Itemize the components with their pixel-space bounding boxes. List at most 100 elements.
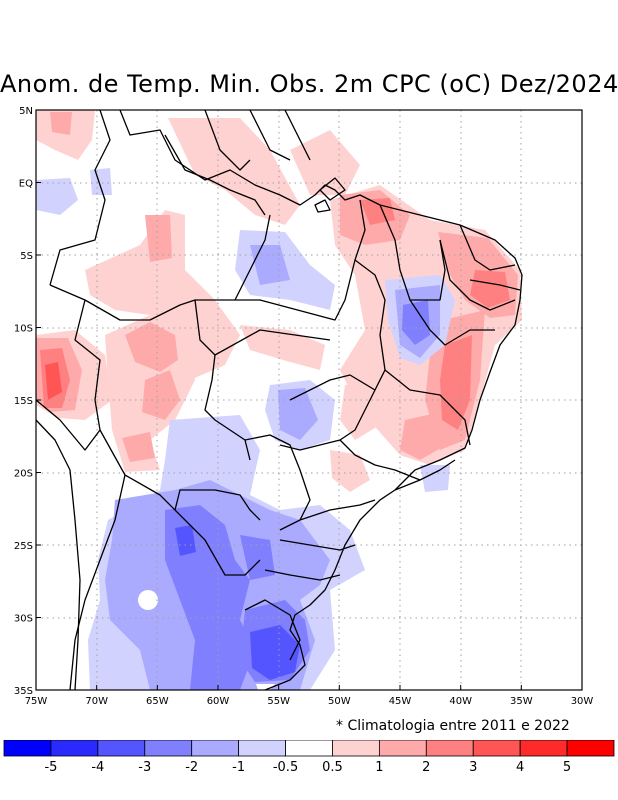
lon-label-30w: 30W bbox=[571, 696, 594, 707]
warm-peak-layer bbox=[45, 362, 62, 400]
lon-label-70w: 70W bbox=[85, 696, 108, 707]
anomaly-warm-amapa bbox=[290, 130, 360, 195]
anomaly-cool-peak-paraguay bbox=[175, 525, 196, 556]
border-argentina bbox=[69, 474, 126, 690]
anomaly-warm-medium-pando bbox=[122, 432, 155, 462]
lon-label-75w: 75W bbox=[25, 696, 48, 707]
lon-label-55w: 55W bbox=[267, 696, 290, 707]
lon-label-40w: 40W bbox=[449, 696, 472, 707]
anomaly-warm-nw bbox=[36, 110, 95, 160]
colorbar-box bbox=[285, 740, 333, 757]
colorbar-box bbox=[3, 740, 52, 757]
neutral-hole-argentina bbox=[138, 590, 158, 610]
anomaly-cool-amazon bbox=[90, 168, 112, 195]
colorbar-label: -3 bbox=[138, 760, 151, 775]
coastline-north bbox=[119, 110, 523, 690]
longitude-labels: 75W 70W 65W 60W 55W 50W 45W 40W 35W 30W bbox=[25, 696, 594, 707]
colorbar-boxes bbox=[3, 740, 615, 757]
state-pe-pb bbox=[469, 279, 521, 291]
border-bolivia-paraguay bbox=[99, 429, 261, 521]
state-ceara bbox=[459, 224, 516, 271]
state-piaui bbox=[439, 239, 516, 311]
anomaly-warm-medium-amazon bbox=[145, 215, 172, 262]
lon-label-35w: 35W bbox=[510, 696, 533, 707]
lat-label-20s: 20S bbox=[14, 469, 33, 480]
state-mg-sp bbox=[339, 439, 456, 481]
state-bahia-mg bbox=[384, 369, 471, 446]
anomaly-warm-goias bbox=[330, 450, 370, 492]
colorbar-box bbox=[378, 740, 427, 757]
border-suriname bbox=[249, 110, 291, 161]
anomaly-warm-strong-bahia bbox=[440, 335, 472, 430]
anomaly-cool-medium-amazon bbox=[250, 245, 290, 285]
state-pr-sc bbox=[279, 539, 356, 551]
state-goias bbox=[279, 374, 376, 451]
warm-medium-layer bbox=[36, 112, 518, 462]
colorbar-box bbox=[472, 740, 521, 757]
map-title: Anom. de Temp. Min. Obs. 2m CPC (oC) Dez… bbox=[0, 70, 618, 98]
lat-label-5s: 5S bbox=[20, 251, 33, 262]
border-colombia-venezuela bbox=[49, 110, 111, 286]
colorbar-labels: -5 -4 -3 -2 -1 -0.5 0.5 1 2 3 4 5 bbox=[44, 760, 571, 775]
colorbar: -5 -4 -3 -2 -1 -0.5 0.5 1 2 3 4 5 bbox=[3, 740, 615, 775]
colorbar-box bbox=[519, 740, 568, 757]
climatology-note: * Climatologia entre 2011 e 2022 bbox=[336, 718, 570, 734]
colorbar-label: 0.5 bbox=[322, 760, 343, 775]
anomaly-cool-minas bbox=[420, 465, 450, 492]
anomaly-warm-peak-peru bbox=[45, 362, 62, 400]
border-venezuela-brazil bbox=[164, 134, 266, 216]
colorbar-label: -5 bbox=[44, 760, 57, 775]
anomaly-cool-medium-mato-grosso bbox=[278, 388, 318, 440]
state-tocantins bbox=[354, 259, 386, 391]
anomaly-warm-guianas bbox=[168, 118, 300, 225]
anomaly-warm-medium-bolivia bbox=[142, 370, 180, 420]
cool-peak-layer bbox=[175, 525, 300, 680]
colorbar-label: -1 bbox=[232, 760, 245, 775]
anomaly-map: 5N EQ 5S 10S 15S 20S 25S 30S 35S 75W 70W 65W 60W 55W… bbox=[14, 106, 594, 707]
border-peru-brazil bbox=[49, 284, 251, 461]
state-bahia bbox=[409, 299, 495, 346]
lon-label-60w: 60W bbox=[207, 696, 230, 707]
lon-label-50w: 50W bbox=[328, 696, 351, 707]
colorbar-label: -0.5 bbox=[273, 760, 298, 775]
colorbar-box bbox=[332, 740, 380, 757]
colorbar-box bbox=[144, 740, 193, 757]
lat-label-35s: 35S bbox=[14, 686, 33, 697]
anomaly-warm-medium-rondonia bbox=[125, 322, 178, 372]
latitude-labels: 5N EQ 5S 10S 15S 20S 25S 30S 35S bbox=[14, 106, 33, 697]
lat-label-15s: 15S bbox=[14, 396, 33, 407]
colorbar-box bbox=[425, 740, 474, 757]
amapa-islands bbox=[314, 177, 346, 213]
colorbar-box bbox=[50, 740, 99, 757]
anomaly-warm-medium-espirito bbox=[400, 410, 455, 460]
border-fr-guiana bbox=[284, 110, 311, 161]
colorbar-box bbox=[191, 740, 240, 757]
colorbar-label: 3 bbox=[469, 760, 477, 775]
anomaly-cool-strong-tocantins bbox=[402, 300, 430, 345]
state-rj bbox=[394, 479, 421, 491]
lat-label-30s: 30S bbox=[14, 614, 33, 625]
anomaly-cool-ecuador bbox=[36, 178, 78, 215]
border-uruguay bbox=[244, 599, 301, 661]
colorbar-label: -4 bbox=[91, 760, 104, 775]
anomaly-cool-peak-uruguay bbox=[250, 625, 300, 680]
border-guyana bbox=[204, 110, 251, 171]
colorbar-label: 1 bbox=[375, 760, 383, 775]
colorbar-label: 5 bbox=[563, 760, 571, 775]
border-paraguay-south bbox=[174, 509, 261, 576]
lat-label-eq: EQ bbox=[19, 179, 33, 190]
state-roraima bbox=[234, 214, 271, 301]
anomaly-warm-minas bbox=[340, 380, 380, 440]
lon-label-45w: 45W bbox=[389, 696, 412, 707]
colorbar-label: 2 bbox=[422, 760, 430, 775]
colorbar-box bbox=[566, 740, 615, 757]
anomaly-shading bbox=[36, 110, 522, 690]
lat-label-5n: 5N bbox=[19, 106, 33, 117]
anomaly-cool-strong-ms bbox=[240, 535, 275, 580]
colorbar-box bbox=[238, 740, 286, 757]
anomaly-warm-medium-nw bbox=[50, 112, 72, 135]
lat-label-10s: 10S bbox=[14, 324, 33, 335]
political-borders bbox=[36, 110, 523, 690]
axis-ticks bbox=[35, 109, 583, 691]
state-sc-rs bbox=[264, 569, 341, 581]
